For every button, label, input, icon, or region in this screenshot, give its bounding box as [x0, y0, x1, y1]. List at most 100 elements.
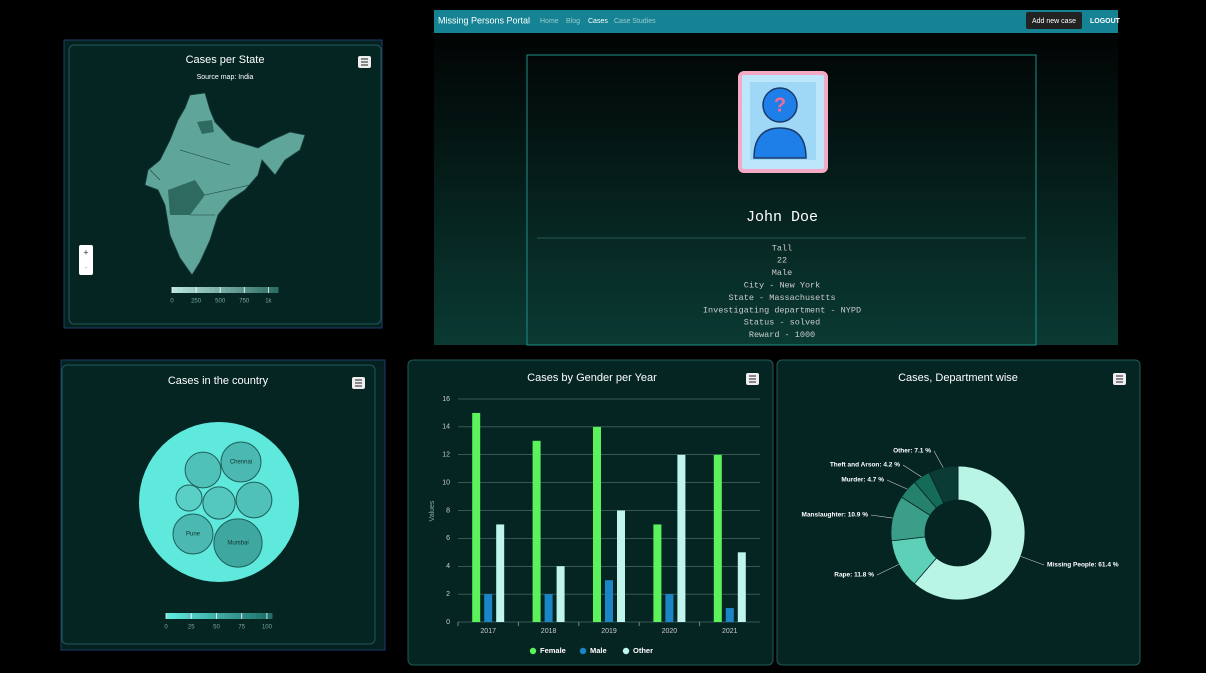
person-detail: 22	[777, 256, 787, 266]
logout[interactable]: LOGOUT	[1090, 18, 1121, 25]
colorbar-segment	[261, 613, 268, 619]
bar	[544, 594, 553, 622]
x-tick-label: 2021	[722, 628, 738, 635]
colorbar-segment	[187, 287, 194, 293]
person-name: John Doe	[746, 209, 818, 226]
colorbar-label: 250	[191, 299, 202, 305]
data-label: Rape: 11.8 %	[834, 572, 874, 579]
y-tick-label: 6	[446, 535, 450, 542]
nav-link[interactable]: Home	[540, 18, 559, 25]
colorbar-segment	[256, 287, 263, 293]
colorbar-label: 750	[239, 299, 250, 305]
y-tick-label: 10	[442, 479, 450, 486]
add-button[interactable]	[1026, 12, 1082, 29]
colorbar-segment	[267, 287, 274, 293]
nav-link[interactable]: Cases	[588, 18, 608, 25]
bar	[593, 426, 601, 622]
leader-line	[886, 479, 908, 490]
x-tick-label: 2017	[480, 628, 496, 635]
colorbar-label: 0	[164, 625, 168, 631]
legend-label[interactable]: Female	[540, 646, 566, 655]
y-tick-label: 12	[442, 452, 450, 459]
nav-link[interactable]: Blog	[566, 18, 580, 25]
colorbar-segment	[235, 287, 242, 293]
colorbar-label: 100	[262, 625, 273, 631]
colorbar-segment	[197, 613, 204, 619]
person-detail: City - New York	[744, 280, 821, 290]
x-tick-label: 2019	[601, 628, 617, 635]
bar	[496, 524, 505, 622]
person-detail: Investigating department - NYPD	[703, 305, 861, 315]
leader-line	[870, 514, 893, 519]
y-tick-label: 2	[446, 591, 450, 598]
data-label: Murder: 4.7 %	[841, 477, 884, 484]
map-region	[197, 120, 214, 134]
bubble-label: Chennai	[230, 460, 252, 466]
y-tick-label: 4	[446, 563, 450, 570]
pie-slice	[928, 465, 959, 504]
colorbar-segment	[262, 287, 268, 293]
bubble-label: Mumbai	[227, 541, 248, 547]
colorbar-segment	[266, 613, 273, 619]
colorbar-segment	[172, 287, 178, 293]
leader-line	[902, 464, 922, 478]
legend-marker[interactable]	[529, 647, 537, 655]
chart-title: Cases, Department wise	[898, 372, 1018, 384]
bar	[556, 566, 565, 622]
panel-card	[776, 359, 1141, 666]
legend-label[interactable]: Male	[590, 646, 607, 655]
colorbar-segment	[177, 287, 184, 293]
colorbar-label: 25	[188, 625, 195, 631]
bubble	[235, 481, 273, 519]
bubble	[202, 486, 236, 520]
colorbar-segment	[187, 613, 193, 619]
colorbar-segment	[171, 613, 178, 619]
colorbar-segment	[208, 613, 215, 619]
bar	[472, 412, 481, 622]
bar	[725, 608, 734, 622]
colorbar-segment	[176, 613, 183, 619]
zoom-out[interactable]: -	[85, 262, 88, 272]
colorbar-segment	[192, 613, 199, 619]
leader-line	[933, 450, 944, 468]
brand[interactable]: Missing Persons Portal	[438, 15, 530, 25]
colorbar-segment	[203, 287, 210, 293]
nav-link[interactable]: Case Studies	[614, 18, 656, 25]
colorbar-segment	[251, 287, 258, 293]
colorbar-label: 1k	[265, 299, 272, 305]
person-card	[526, 54, 1037, 346]
x-tick-label: 2020	[662, 628, 678, 635]
y-tick-label: 14	[442, 424, 450, 431]
colorbar-segment	[225, 287, 231, 293]
colorbar-segment	[181, 613, 188, 619]
y-tick-label: 8	[446, 507, 450, 514]
legend-marker[interactable]	[579, 647, 587, 655]
bar	[653, 524, 662, 622]
bar	[665, 594, 674, 622]
colorbar-segment	[246, 287, 252, 293]
bar	[605, 580, 613, 622]
y-tick-label: 0	[446, 619, 450, 626]
map-region	[168, 180, 205, 215]
data-label: Theft and Arson: 4.2 %	[830, 462, 900, 469]
colorbar-segment	[229, 613, 236, 619]
bar	[532, 440, 541, 622]
colorbar-segment	[234, 613, 241, 619]
bubble-label: Pune	[186, 532, 201, 538]
navbar	[434, 10, 1118, 33]
colorbar-segment	[250, 613, 257, 619]
colorbar-segment	[214, 287, 221, 293]
zoom-in[interactable]: +	[83, 247, 88, 257]
legend-marker[interactable]	[622, 647, 630, 655]
colorbar-segment	[209, 287, 215, 293]
legend-label[interactable]: Other	[633, 646, 653, 655]
pie-slice	[913, 465, 1026, 601]
bar	[713, 454, 722, 622]
bar	[617, 510, 625, 622]
zoom-control[interactable]	[79, 245, 93, 275]
colorbar-label: 0	[170, 299, 174, 305]
colorbar-segment	[240, 287, 247, 293]
add-button-label[interactable]: Add new case	[1032, 18, 1076, 25]
